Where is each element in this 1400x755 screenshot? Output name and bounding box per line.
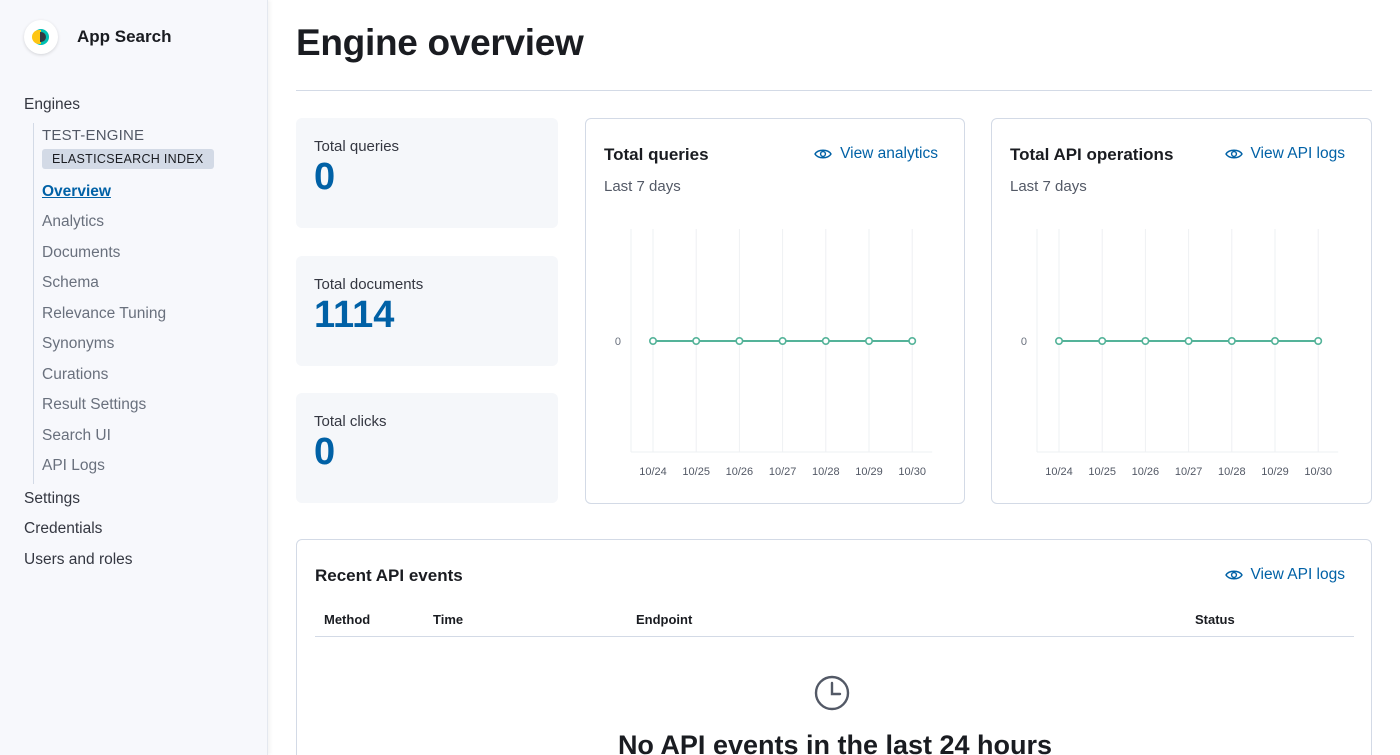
page-title: Engine overview <box>296 22 584 63</box>
x-tick-label: 10/28 <box>1218 466 1246 478</box>
x-tick-label: 10/29 <box>1261 466 1289 478</box>
main-content: Engine overview Total queries 0 Total do… <box>296 0 1372 755</box>
data-point <box>778 337 787 346</box>
column-header-method[interactable]: Method <box>324 612 371 627</box>
nav-analytics[interactable]: Analytics <box>42 213 105 230</box>
view-api-logs-link[interactable]: View API logs <box>1224 566 1346 584</box>
data-point <box>1184 337 1193 346</box>
column-header-time[interactable]: Time <box>433 612 464 627</box>
x-tick-label: 10/29 <box>855 466 883 478</box>
engine-subnav: TEST-ENGINE ELASTICSEARCH INDEX Overview… <box>33 122 214 484</box>
recent-api-events-panel: Recent API events View API logs Method T… <box>296 539 1372 755</box>
view-analytics-link[interactable]: View analytics <box>814 145 938 163</box>
panel-title: Total API operations <box>1010 145 1174 164</box>
stat-total-queries: Total queries 0 <box>296 118 558 228</box>
nav-overview[interactable]: Overview <box>42 182 111 200</box>
stat-total-documents: Total documents 1114 <box>296 256 558 366</box>
data-point <box>735 337 744 346</box>
nav-engines[interactable]: Engines <box>24 96 81 113</box>
nav-synonyms[interactable]: Synonyms <box>42 335 115 352</box>
data-point <box>1270 337 1279 346</box>
data-point <box>1141 337 1150 346</box>
table-header-divider <box>315 636 1354 637</box>
x-tick-label: 10/24 <box>639 466 667 478</box>
stat-value: 0 <box>314 156 336 198</box>
empty-state-title: No API events in the last 24 hours <box>617 730 1053 755</box>
x-tick-label: 10/26 <box>1132 466 1160 478</box>
data-point <box>908 337 917 346</box>
nav-schema[interactable]: Schema <box>42 274 99 291</box>
nav-credentials[interactable]: Credentials <box>24 520 103 537</box>
y-tick-label: 0 <box>1021 336 1027 348</box>
panel-subtitle: Last 7 days <box>604 178 681 195</box>
panel-title: Recent API events <box>315 566 463 585</box>
data-point <box>692 337 701 346</box>
x-tick-label: 10/27 <box>769 466 797 478</box>
data-point <box>1227 337 1236 346</box>
eye-icon <box>1224 570 1243 580</box>
engine-name: TEST-ENGINE <box>42 126 145 144</box>
sidebar: App Search Engines TEST-ENGINE ELASTICSE… <box>0 0 268 755</box>
data-point <box>648 337 657 346</box>
nav-curations[interactable]: Curations <box>42 365 109 383</box>
app-search-logo-icon <box>24 20 58 54</box>
data-point <box>1054 337 1063 346</box>
column-header-status[interactable]: Status <box>1195 612 1235 627</box>
stat-value: 0 <box>314 431 336 473</box>
total-queries-panel: Total queries Last 7 days View analytics… <box>585 118 965 504</box>
stat-label: Total documents <box>314 276 424 293</box>
y-tick-label: 0 <box>615 336 621 348</box>
total-api-operations-panel: Total API operations Last 7 days View AP… <box>991 118 1372 504</box>
x-tick-label: 10/25 <box>682 466 710 478</box>
side-nav: Engines TEST-ENGINE ELASTICSEARCH INDEX … <box>24 90 214 575</box>
column-header-endpoint[interactable]: Endpoint <box>636 612 693 627</box>
app-title: App Search <box>77 27 172 46</box>
x-tick-label: 10/30 <box>898 466 926 478</box>
x-tick-label: 10/27 <box>1175 466 1203 478</box>
nav-api-logs[interactable]: API Logs <box>42 457 105 474</box>
nav-settings[interactable]: Settings <box>24 489 81 507</box>
data-point <box>864 337 873 346</box>
x-tick-label: 10/28 <box>812 466 840 478</box>
panel-subtitle: Last 7 days <box>1010 178 1087 195</box>
eye-icon <box>1224 149 1243 159</box>
engine-type-badge: ELASTICSEARCH INDEX <box>42 148 214 169</box>
stat-value: 1114 <box>314 294 395 336</box>
data-point <box>1314 337 1323 346</box>
title-divider <box>296 90 1372 91</box>
eye-icon <box>814 149 832 159</box>
x-tick-label: 10/30 <box>1304 466 1332 478</box>
clock-icon <box>814 675 850 711</box>
total-queries-chart: 0 10/24 10/25 10/26 10/27 10/28 10/29 10/30 <box>615 229 933 478</box>
nav-documents[interactable]: Documents <box>42 243 121 261</box>
panel-title: Total queries <box>604 145 709 164</box>
x-tick-label: 10/24 <box>1045 466 1073 478</box>
nav-result-settings[interactable]: Result Settings <box>42 396 147 413</box>
data-point <box>821 337 830 346</box>
stat-total-clicks: Total clicks 0 <box>296 393 558 503</box>
x-tick-label: 10/26 <box>726 466 754 478</box>
x-tick-label: 10/25 <box>1088 466 1116 478</box>
view-api-logs-label: View API logs <box>1250 145 1346 162</box>
view-api-logs-label: View API logs <box>1250 566 1346 583</box>
nav-users-and-roles[interactable]: Users and roles <box>24 550 133 568</box>
data-point <box>1098 337 1107 346</box>
view-api-logs-link[interactable]: View API logs <box>1224 145 1346 163</box>
stat-label: Total clicks <box>314 413 387 430</box>
total-api-operations-chart: 0 10/24 10/25 10/26 10/27 10/28 10/29 10/30 <box>1021 229 1339 478</box>
brand[interactable]: App Search <box>24 20 171 54</box>
view-analytics-label: View analytics <box>840 145 938 162</box>
nav-relevance-tuning[interactable]: Relevance Tuning <box>42 304 167 322</box>
nav-search-ui[interactable]: Search UI <box>42 426 111 444</box>
stat-label: Total queries <box>314 138 400 155</box>
